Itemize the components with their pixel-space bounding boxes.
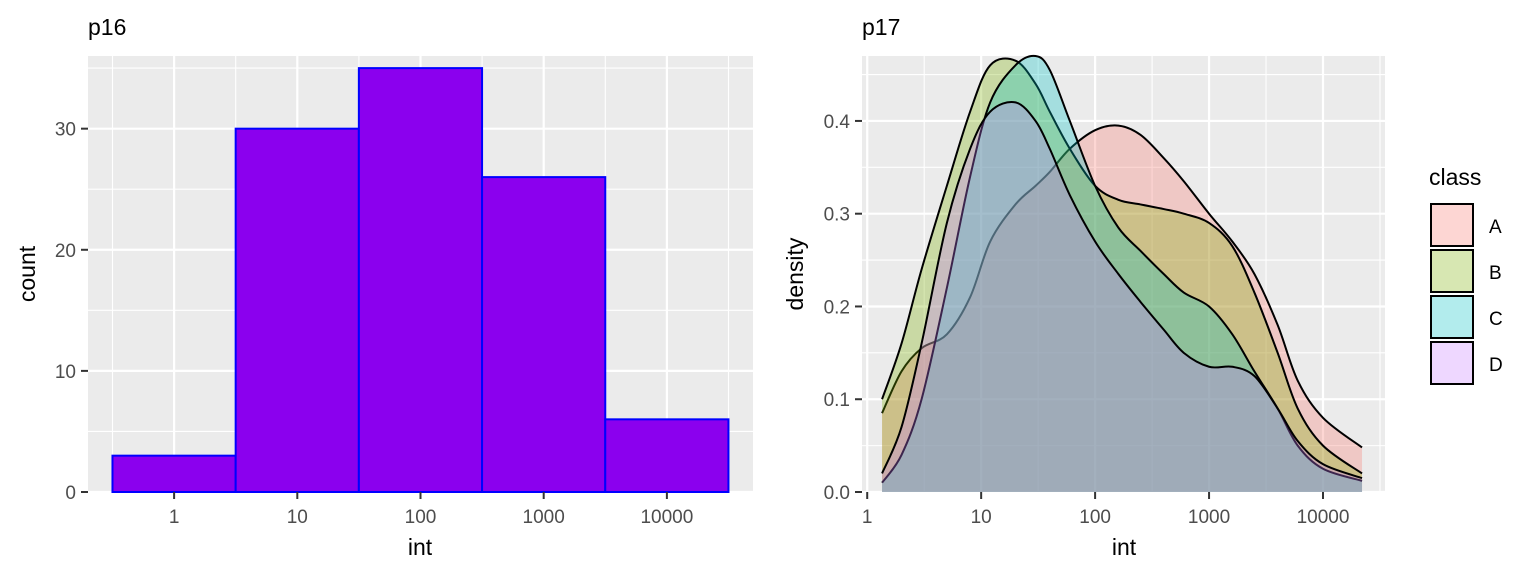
y-tick-label: 20	[55, 241, 76, 262]
density-x-axis: 1 10 100 1000 10000	[862, 492, 1350, 528]
x-tick-label: 100	[405, 507, 437, 528]
legend-key-A	[1430, 203, 1474, 247]
x-tick-label: 100	[1079, 507, 1111, 528]
x-tick-label: 1000	[1188, 507, 1230, 528]
y-tick-label: 0.2	[824, 297, 850, 318]
histogram-bars	[111, 67, 730, 494]
y-tick-label: 0	[65, 483, 76, 504]
legend-key-C	[1430, 295, 1474, 339]
y-tick-label: 0.3	[824, 205, 850, 226]
legend-items: A B C D	[1430, 203, 1503, 385]
histogram-bar	[604, 418, 730, 494]
histogram-x-axis: 1 10 100 1000 10000	[169, 492, 693, 528]
x-tick-label: 10	[287, 507, 308, 528]
histogram-y-axis: 0 10 20 30	[55, 120, 88, 504]
legend-label-A: A	[1489, 217, 1502, 238]
y-tick-label: 30	[55, 120, 76, 141]
density-areas	[881, 54, 1363, 493]
density-area-A	[882, 125, 1363, 492]
histogram-title: p16	[88, 14, 126, 40]
x-tick-label: 1000	[523, 507, 565, 528]
density-line-A	[881, 124, 1363, 449]
density-x-axis-label: int	[1112, 534, 1137, 560]
y-tick-label: 10	[55, 362, 76, 383]
density-panel: p17 1 10 100 1000 10000 0.00.10.20.30.4 int …	[782, 14, 1385, 560]
legend-title: class	[1429, 164, 1481, 190]
histogram-x-axis-label: int	[408, 534, 433, 560]
histogram-bar	[111, 454, 237, 493]
density-area-B	[882, 58, 1363, 493]
legend-key-D	[1430, 341, 1474, 385]
density-y-axis: 0.0 0.1 0.2 0.3 0.4	[824, 112, 862, 504]
histogram-bar	[234, 127, 360, 494]
density-y-axis-label: density	[782, 237, 808, 310]
legend-label-B: B	[1489, 263, 1502, 284]
legend-key-background	[1431, 342, 1473, 384]
legend-label-D: D	[1489, 355, 1503, 376]
density-area-C	[882, 55, 1363, 493]
density-title: p17	[862, 14, 900, 40]
histogram-panel: p16 1 10 100 1000 10000 0 10 20 30 int count	[14, 14, 753, 560]
legend-label-C: C	[1489, 309, 1503, 330]
x-tick-label: 1	[862, 507, 873, 528]
x-tick-label: 1	[169, 507, 180, 528]
x-tick-label: 10000	[640, 507, 693, 528]
legend-key-B	[1430, 249, 1474, 293]
legend-key-background	[1431, 296, 1473, 338]
x-tick-label: 10	[971, 507, 992, 528]
x-tick-label: 10000	[1297, 507, 1350, 528]
y-tick-label: 0.1	[824, 390, 850, 411]
density-minor-gridlines	[862, 56, 1385, 492]
histogram-y-axis-label: count	[14, 245, 40, 302]
y-tick-label: 0.0	[824, 483, 850, 504]
histogram-bar	[357, 67, 484, 493]
density-line-D	[881, 101, 1363, 480]
legend-key-background	[1431, 204, 1473, 246]
histogram-bar	[481, 176, 607, 493]
legend: class A B C D	[1429, 164, 1503, 385]
y-tick-label: 0.4	[824, 112, 851, 133]
density-area-D	[882, 101, 1363, 492]
legend-key-background	[1431, 250, 1473, 292]
density-line-B	[881, 57, 1363, 475]
